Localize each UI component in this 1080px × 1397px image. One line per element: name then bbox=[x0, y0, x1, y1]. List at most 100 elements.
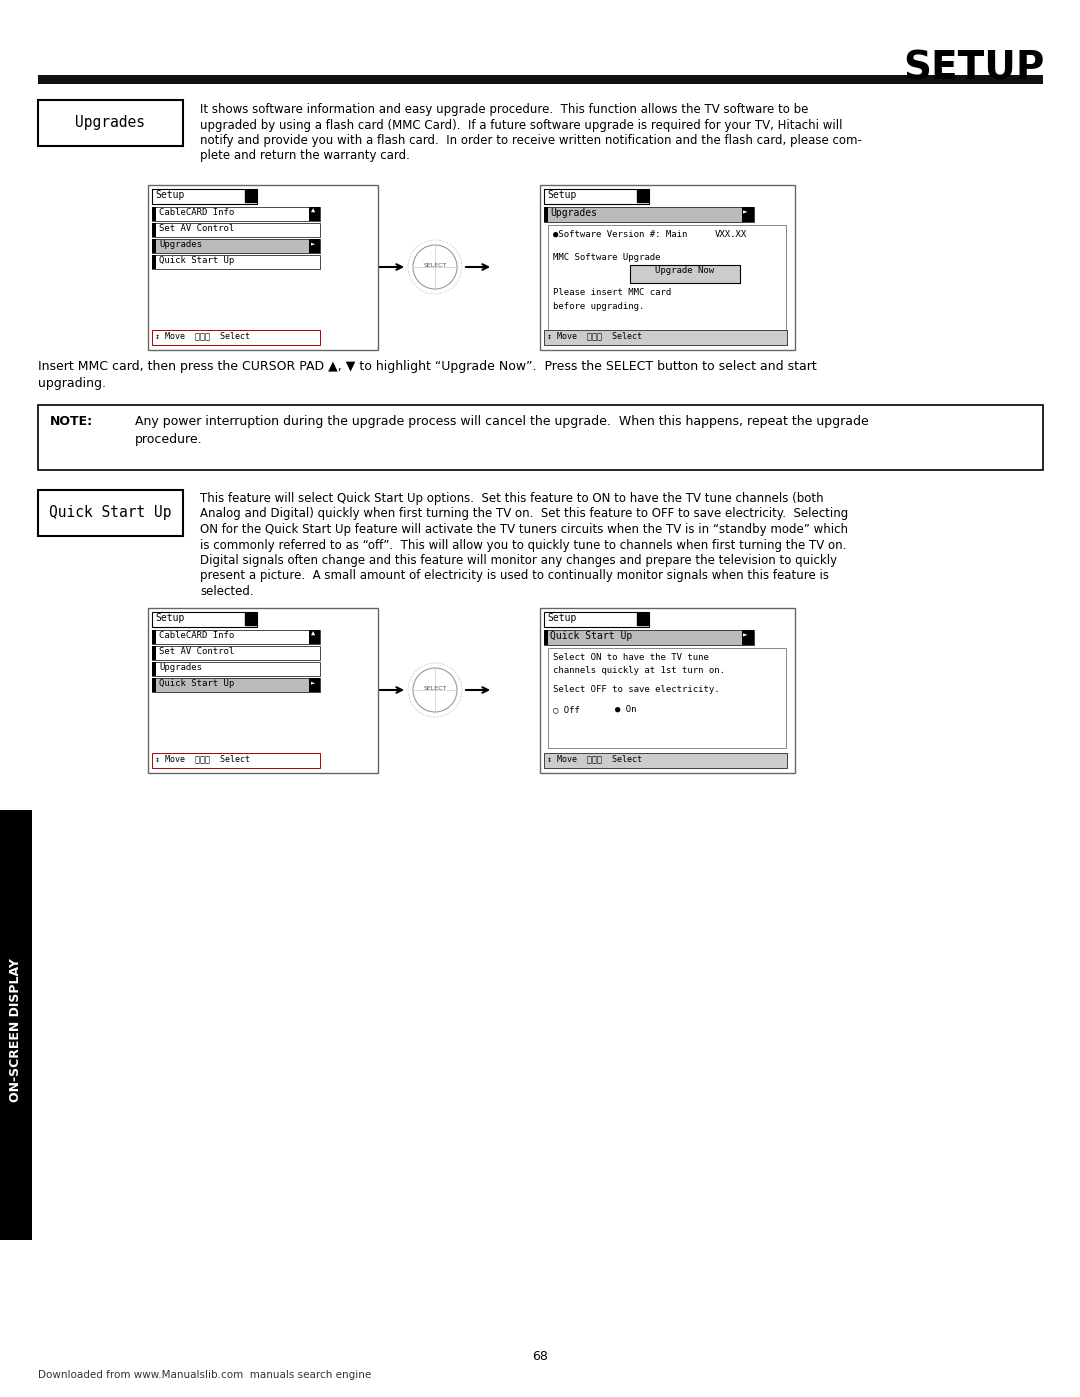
Text: Upgrades: Upgrades bbox=[159, 240, 202, 249]
Text: Quick Start Up: Quick Start Up bbox=[550, 631, 632, 641]
Text: ↕ Move  Ⓢⓔⓛ  Select: ↕ Move Ⓢⓔⓛ Select bbox=[546, 331, 642, 339]
Bar bbox=[152, 256, 320, 270]
Text: CableCARD Info: CableCARD Info bbox=[159, 208, 234, 217]
Text: SELECT: SELECT bbox=[423, 686, 447, 692]
Bar bbox=[148, 184, 378, 351]
Bar bbox=[152, 645, 156, 659]
Bar bbox=[544, 753, 787, 768]
Bar bbox=[152, 753, 320, 768]
Bar bbox=[309, 207, 320, 221]
Bar bbox=[309, 630, 320, 644]
Text: ○ Off: ○ Off bbox=[553, 705, 580, 714]
Bar bbox=[152, 207, 156, 221]
Text: ● On: ● On bbox=[615, 705, 636, 714]
Bar bbox=[540, 608, 795, 773]
Bar bbox=[309, 678, 320, 692]
Bar bbox=[152, 662, 320, 676]
Text: Quick Start Up: Quick Start Up bbox=[159, 679, 234, 687]
Bar bbox=[548, 225, 786, 332]
Text: CableCARD Info: CableCARD Info bbox=[159, 631, 234, 640]
Bar bbox=[148, 608, 378, 773]
Text: ►: ► bbox=[743, 631, 747, 640]
Text: ON for the Quick Start Up feature will activate the TV tuners circuits when the : ON for the Quick Start Up feature will a… bbox=[200, 522, 848, 536]
Text: Set AV Control: Set AV Control bbox=[159, 224, 234, 233]
Bar bbox=[245, 613, 256, 624]
Bar bbox=[544, 189, 649, 204]
Bar bbox=[152, 224, 320, 237]
Bar bbox=[548, 648, 786, 747]
Text: Upgrades: Upgrades bbox=[76, 116, 146, 130]
Text: NOTE:: NOTE: bbox=[50, 415, 93, 427]
Bar bbox=[152, 612, 257, 627]
Text: Setup: Setup bbox=[156, 613, 185, 623]
Bar bbox=[152, 189, 257, 204]
Text: notify and provide you with a flash card.  In order to receive written notificat: notify and provide you with a flash card… bbox=[200, 134, 862, 147]
Text: SELECT: SELECT bbox=[423, 263, 447, 268]
Text: Upgrade Now: Upgrade Now bbox=[656, 265, 715, 275]
Text: MMC Software Upgrade: MMC Software Upgrade bbox=[553, 253, 661, 263]
Bar bbox=[540, 184, 795, 351]
Text: Setup: Setup bbox=[546, 613, 577, 623]
Text: Downloaded from www.Manualslib.com  manuals search engine: Downloaded from www.Manualslib.com manua… bbox=[38, 1370, 372, 1380]
Text: selected.: selected. bbox=[200, 585, 254, 598]
Bar bbox=[152, 630, 320, 644]
Text: Please insert MMC card: Please insert MMC card bbox=[553, 288, 672, 298]
Text: plete and return the warranty card.: plete and return the warranty card. bbox=[200, 149, 410, 162]
Text: ►: ► bbox=[311, 679, 315, 685]
Bar bbox=[152, 662, 156, 676]
Text: Set AV Control: Set AV Control bbox=[159, 647, 234, 657]
Bar bbox=[544, 630, 548, 645]
Bar bbox=[152, 207, 320, 221]
Text: Upgrades: Upgrades bbox=[550, 208, 597, 218]
Text: before upgrading.: before upgrading. bbox=[553, 302, 645, 312]
Bar bbox=[544, 630, 754, 645]
Bar bbox=[152, 224, 156, 237]
Text: It shows software information and easy upgrade procedure.  This function allows : It shows software information and easy u… bbox=[200, 103, 808, 116]
Text: present a picture.  A small amount of electricity is used to continually monitor: present a picture. A small amount of ele… bbox=[200, 570, 829, 583]
Bar bbox=[152, 239, 320, 253]
Bar bbox=[309, 239, 320, 253]
Text: Setup: Setup bbox=[546, 190, 577, 200]
Text: 68: 68 bbox=[532, 1350, 548, 1363]
Bar bbox=[544, 612, 649, 627]
Bar bbox=[38, 405, 1043, 469]
Text: Quick Start Up: Quick Start Up bbox=[159, 256, 234, 265]
Bar bbox=[152, 330, 320, 345]
Text: SETUP: SETUP bbox=[904, 50, 1045, 88]
Text: upgrading.: upgrading. bbox=[38, 377, 106, 390]
Bar bbox=[637, 613, 648, 624]
Text: ►: ► bbox=[311, 240, 315, 246]
Text: Select ON to have the TV tune: Select ON to have the TV tune bbox=[553, 652, 708, 662]
Bar bbox=[742, 207, 754, 222]
Text: ↕ Move  Ⓢⓔⓛ  Select: ↕ Move Ⓢⓔⓛ Select bbox=[156, 754, 249, 763]
Text: Insert MMC card, then press the CURSOR PAD ▲, ▼ to highlight “Upgrade Now”.  Pre: Insert MMC card, then press the CURSOR P… bbox=[38, 360, 816, 373]
Bar bbox=[637, 190, 648, 203]
Text: procedure.: procedure. bbox=[135, 433, 203, 446]
Bar bbox=[38, 75, 1043, 84]
Bar bbox=[152, 256, 156, 270]
Bar bbox=[630, 265, 740, 284]
Text: Quick Start Up: Quick Start Up bbox=[50, 506, 172, 521]
Text: channels quickly at 1st turn on.: channels quickly at 1st turn on. bbox=[553, 666, 725, 675]
Bar bbox=[152, 630, 156, 644]
Text: Setup: Setup bbox=[156, 190, 185, 200]
Text: ↕ Move  Ⓢⓔⓛ  Select: ↕ Move Ⓢⓔⓛ Select bbox=[156, 331, 249, 339]
Bar bbox=[544, 330, 787, 345]
Text: ▲: ▲ bbox=[311, 208, 315, 214]
Text: Upgrades: Upgrades bbox=[159, 664, 202, 672]
Text: This feature will select Quick Start Up options.  Set this feature to ON to have: This feature will select Quick Start Up … bbox=[200, 492, 824, 504]
Text: ▲: ▲ bbox=[311, 631, 315, 637]
Text: ON-SCREEN DISPLAY: ON-SCREEN DISPLAY bbox=[10, 958, 23, 1102]
Text: Any power interruption during the upgrade process will cancel the upgrade.  When: Any power interruption during the upgrad… bbox=[135, 415, 868, 427]
Bar bbox=[544, 207, 754, 222]
Bar bbox=[38, 101, 183, 147]
Text: ●Software Version #: Main: ●Software Version #: Main bbox=[553, 231, 687, 239]
Bar bbox=[152, 678, 156, 692]
Text: Select OFF to save electricity.: Select OFF to save electricity. bbox=[553, 685, 719, 694]
Bar bbox=[544, 207, 548, 222]
Bar bbox=[152, 645, 320, 659]
Text: Digital signals often change and this feature will monitor any changes and prepa: Digital signals often change and this fe… bbox=[200, 555, 837, 567]
Text: upgraded by using a flash card (MMC Card).  If a future software upgrade is requ: upgraded by using a flash card (MMC Card… bbox=[200, 119, 842, 131]
Bar bbox=[152, 239, 156, 253]
Text: is commonly referred to as “off”.  This will allow you to quickly tune to channe: is commonly referred to as “off”. This w… bbox=[200, 538, 847, 552]
